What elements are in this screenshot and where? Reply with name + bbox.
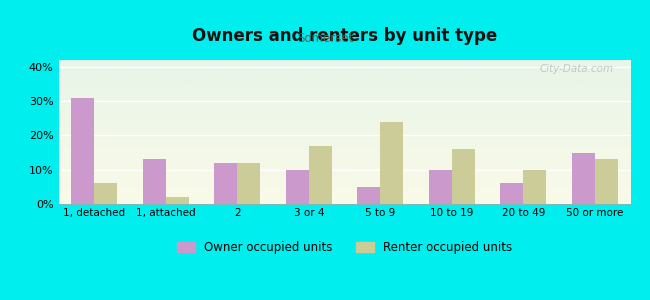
Bar	[380, 122, 403, 204]
Bar	[309, 146, 332, 204]
Bar	[572, 153, 595, 204]
Legend: Owner occupied units, Renter occupied units: Owner occupied units, Renter occupied un…	[172, 236, 517, 259]
Bar	[358, 187, 380, 204]
Bar	[237, 163, 260, 204]
Bar	[143, 159, 166, 204]
Bar	[452, 149, 474, 204]
Bar	[429, 170, 452, 204]
Bar	[72, 98, 94, 204]
Bar	[166, 197, 188, 204]
Bar	[595, 159, 618, 204]
Text: City-Data.com: City-Data.com	[540, 64, 614, 74]
Bar	[214, 163, 237, 204]
Bar	[523, 170, 546, 204]
Text: Somerset: Somerset	[297, 32, 353, 44]
Bar	[286, 170, 309, 204]
Bar	[94, 183, 117, 204]
Bar	[500, 183, 523, 204]
Title: Owners and renters by unit type: Owners and renters by unit type	[192, 27, 497, 45]
